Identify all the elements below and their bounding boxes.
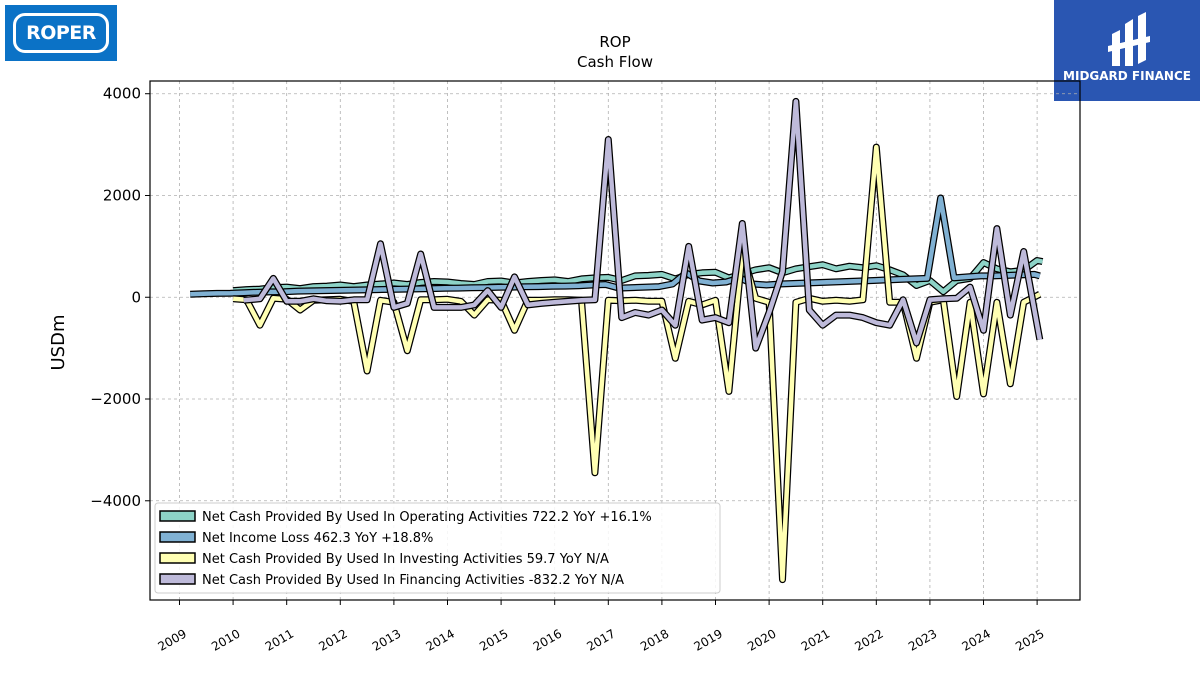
- series-line: [243, 99, 1043, 351]
- x-tick-label: 2023: [906, 626, 939, 653]
- roper-logo: ROPER: [5, 5, 117, 61]
- series-4: [243, 97, 1044, 352]
- legend-entry: Net Cash Provided By Used In Investing A…: [202, 552, 609, 567]
- x-tick-label: 2025: [1013, 626, 1046, 653]
- y-axis-label: USDm: [48, 315, 69, 371]
- x-tick-label: 2011: [263, 626, 296, 653]
- legend-entry: Net Cash Provided By Used In Operating A…: [202, 510, 652, 525]
- x-tick-label: 2019: [692, 626, 725, 653]
- y-tick-label: −2000: [90, 390, 141, 408]
- legend-swatch: [159, 510, 196, 522]
- y-axis: 4000 2000 0 −2000 −4000: [90, 85, 150, 510]
- legend-swatch: [159, 552, 196, 564]
- x-tick-label: 2016: [531, 626, 564, 653]
- x-tick-label: 2017: [584, 626, 617, 653]
- roper-logo-badge: ROPER: [13, 13, 109, 53]
- legend-swatch: [159, 531, 196, 543]
- legend-box: [154, 502, 721, 594]
- midgard-finance-logo-text: MIDGARD FINANCE: [1063, 69, 1191, 83]
- x-tick-label: 2009: [156, 626, 189, 653]
- y-tick-label: 2000: [103, 186, 141, 204]
- chart-title: ROP: [599, 33, 630, 51]
- x-tick-label: 2018: [638, 626, 671, 653]
- series-line-outline: [243, 97, 1044, 352]
- plot-frame: [149, 80, 1081, 601]
- midgard-finance-logo: MIDGARD FINANCE: [1054, 0, 1200, 101]
- legend: Net Cash Provided By Used In Operating A…: [154, 502, 721, 594]
- legend-swatch: [159, 573, 196, 585]
- x-axis: 2009 2010 2011 2012 2013 2014 2015 2016 2017 2018…: [156, 600, 1047, 654]
- legend-entry: Net Income Loss 462.3 YoY +18.8%: [202, 531, 433, 546]
- y-tick-label: 4000: [103, 85, 141, 103]
- x-tick-label: 2022: [852, 626, 885, 653]
- chart-subtitle: Cash Flow: [577, 53, 653, 71]
- x-tick-label: 2020: [745, 626, 778, 653]
- x-tick-label: 2021: [799, 626, 832, 653]
- roper-logo-text: ROPER: [26, 22, 96, 44]
- x-tick-label: 2014: [424, 626, 457, 653]
- y-tick-label: −4000: [90, 492, 141, 510]
- series-lines: [190, 97, 1044, 584]
- midgard-mark-icon: [1108, 12, 1150, 66]
- x-tick-label: 2010: [209, 626, 242, 653]
- x-tick-label: 2015: [477, 626, 510, 653]
- x-tick-label: 2013: [370, 626, 403, 653]
- y-tick-label: 0: [131, 288, 141, 306]
- legend-entry: Net Cash Provided By Used In Financing A…: [202, 573, 624, 588]
- x-tick-label: 2012: [316, 626, 349, 653]
- x-tick-label: 2024: [960, 626, 993, 653]
